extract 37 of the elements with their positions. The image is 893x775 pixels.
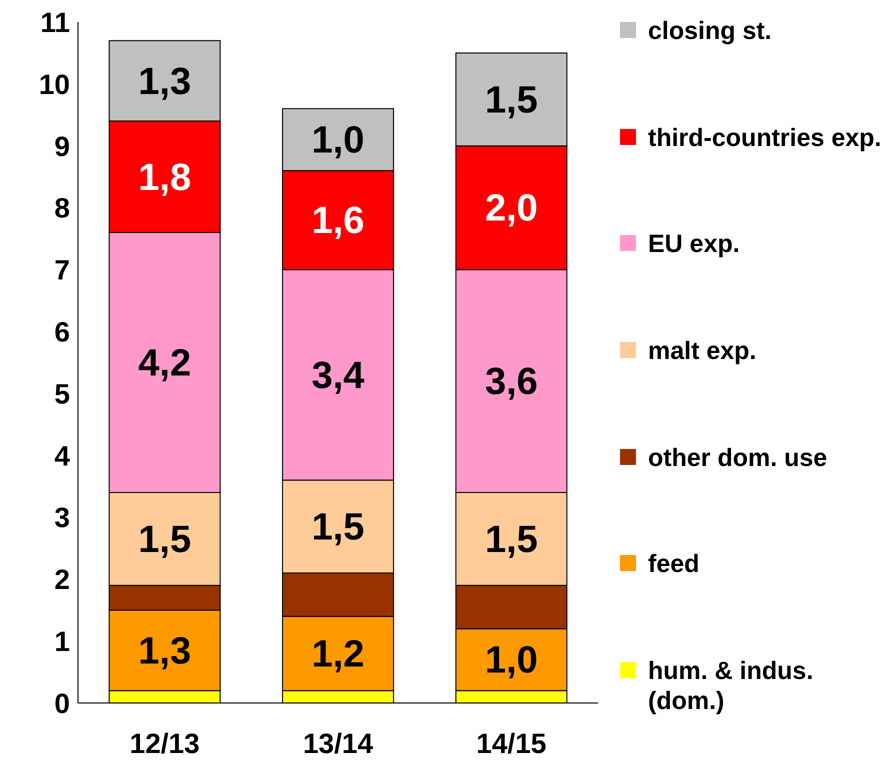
y-tick-label: 1 (54, 626, 70, 658)
data-label: 3,4 (312, 354, 364, 397)
y-tick-label: 10 (38, 68, 70, 100)
y-tick-label: 5 (54, 378, 70, 410)
legend-label: malt exp. (648, 336, 756, 366)
legend-label: closing st. (648, 16, 772, 46)
data-label: 1,3 (138, 60, 192, 103)
y-tick-label: 2 (54, 564, 70, 596)
legend-label: EU exp. (648, 229, 740, 260)
x-tick-label: 12/13 (130, 728, 200, 759)
data-label: 1,0 (484, 640, 538, 682)
data-label: 1,0 (312, 120, 364, 162)
legend-label: hum. & indus. (dom.) (648, 656, 814, 716)
y-tick-label: 0 (54, 688, 70, 719)
data-label: 1,5 (484, 79, 538, 122)
legend-label: third-countries exp. (648, 122, 882, 153)
legend-label: feed (648, 549, 700, 580)
y-tick-label: 4 (54, 440, 70, 472)
data-label: 2,0 (484, 188, 538, 230)
data-label: 1,2 (312, 633, 364, 676)
y-tick-label: 8 (54, 192, 70, 224)
x-tick-label: 14/15 (476, 728, 546, 759)
data-label: 1,5 (484, 518, 538, 561)
data-label: 3,6 (484, 361, 538, 404)
data-label: 1,6 (312, 200, 364, 242)
data-label: 1,5 (312, 506, 364, 549)
y-tick-label: 9 (54, 130, 70, 162)
data-label: 1,5 (138, 518, 192, 561)
data-label: 4,2 (138, 342, 192, 384)
y-tick-label: 11 (40, 6, 70, 38)
y-tick-label: 3 (54, 502, 70, 534)
y-tick-label: 6 (54, 316, 70, 348)
x-tick-label: 13/14 (302, 728, 374, 759)
data-label: 1,8 (138, 156, 192, 199)
legend-label: other dom. use (648, 442, 828, 473)
data-label: 1,3 (138, 630, 192, 672)
y-tick-label: 7 (54, 254, 70, 286)
